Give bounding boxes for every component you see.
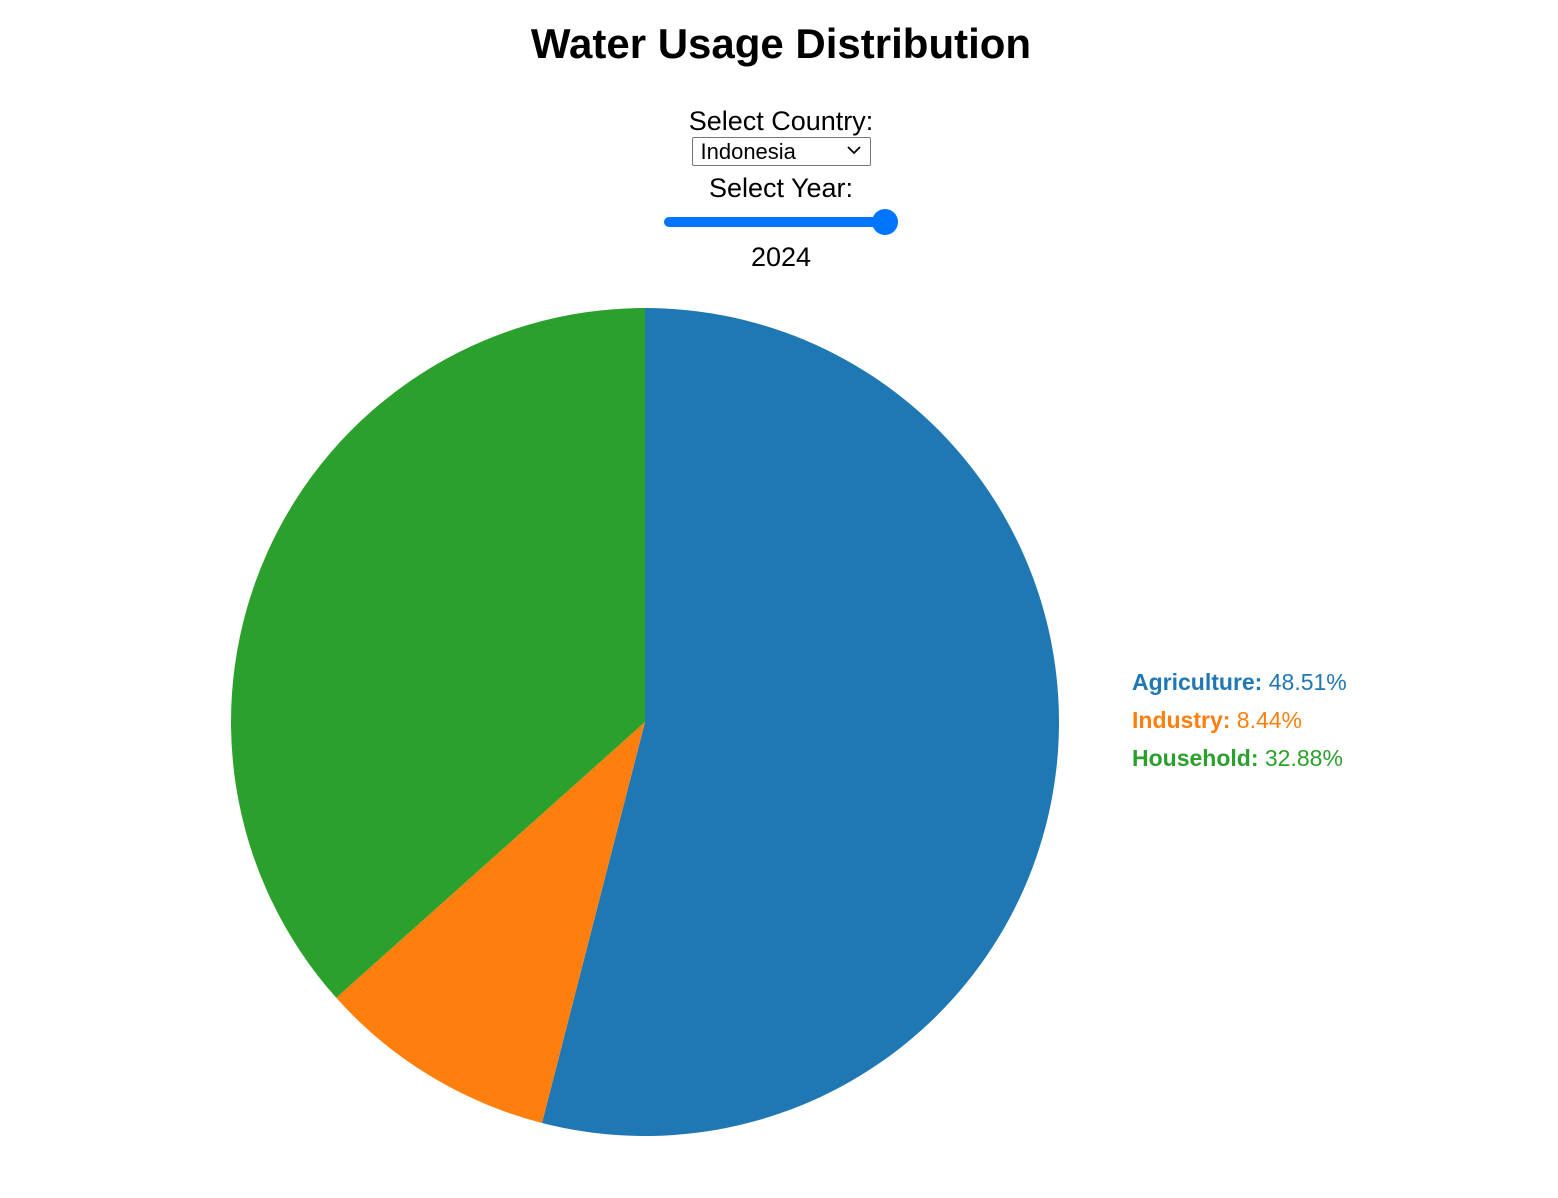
pie-slice-agriculture[interactable] [541,308,1059,1136]
slider-fill [664,217,885,227]
legend-label: Industry: [1132,707,1231,733]
legend-label: Agriculture: [1132,669,1263,695]
page-title: Water Usage Distribution [530,20,1032,67]
legend-label: Household: [1132,745,1259,771]
slider-thumb[interactable] [872,209,898,235]
legend-value: 48.51% [1262,669,1347,695]
legend-item-agriculture: Agriculture: 48.51% [1132,663,1347,701]
controls-panel: Select Country: Indonesia Select Year: 2… [0,104,1558,274]
country-select[interactable]: Indonesia [691,137,871,166]
year-value: 2024 [750,242,812,272]
country-select-label: Select Country: [688,106,874,136]
country-select-value: Indonesia [700,139,796,164]
chevron-down-icon [846,146,861,155]
legend-value: 8.44% [1230,707,1302,733]
legend: Agriculture: 48.51% Industry: 8.44% Househ… [1132,663,1347,777]
legend-item-household: Household: 32.88% [1132,739,1347,777]
pie-slice-industry[interactable] [336,722,645,1123]
legend-item-industry: Industry: 8.44% [1132,701,1347,739]
year-slider-label: Select Year: [708,173,854,203]
legend-value: 32.88% [1258,745,1343,771]
pie-slice-household[interactable] [230,308,645,998]
year-slider[interactable] [664,208,898,236]
